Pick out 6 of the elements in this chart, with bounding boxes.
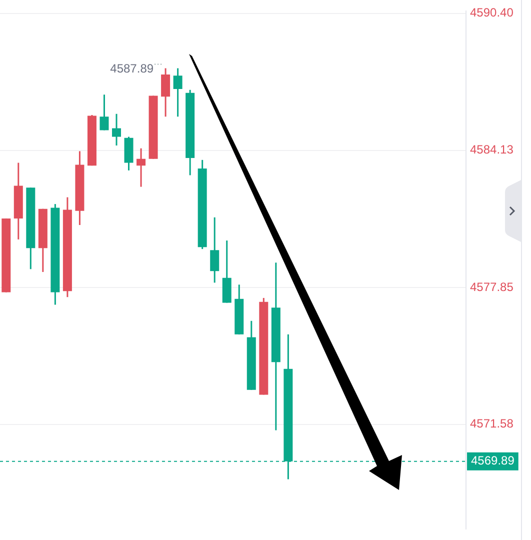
y-tick-label: 4590.40 xyxy=(470,6,514,20)
y-tick-label: 4584.13 xyxy=(470,142,514,157)
annotation: 4587.89 xyxy=(110,62,154,76)
y-tick-label: 4577.85 xyxy=(470,280,514,294)
y-tick-label: 4571.58 xyxy=(470,416,514,431)
ref-line-label: 4569.89 xyxy=(471,454,515,468)
